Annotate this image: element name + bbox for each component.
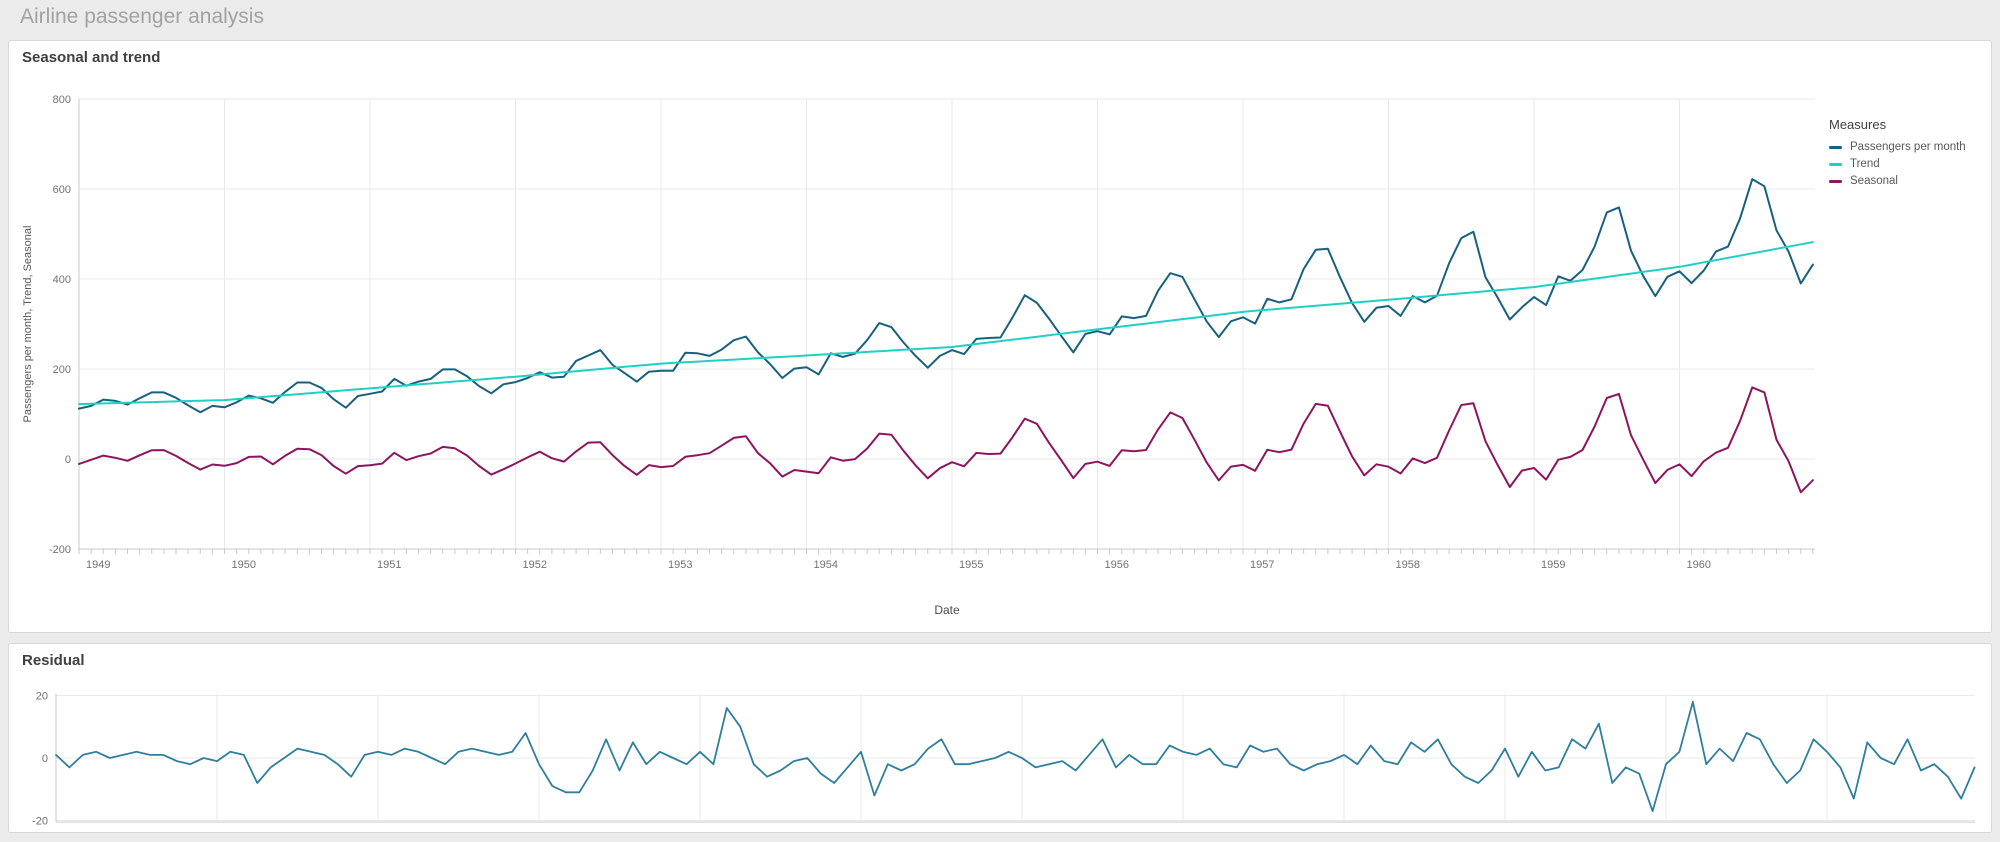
y-tick-label--200: -200: [49, 544, 71, 556]
seasonal-trend-card: 800 600 400 200 0 -200 1949 1950 1951 1952 1953 195…: [8, 40, 1992, 633]
residual-chart[interactable]: 20 0 -20: [9, 644, 1991, 832]
seasonal-trend-card-title: Seasonal and trend: [22, 49, 161, 66]
seasonal-trend-chart[interactable]: 800 600 400 200 0 -200 1949 1950 1951 1952 1953 195…: [9, 41, 1991, 632]
series-line-seasonal[interactable]: [78, 386, 1814, 494]
page-title: Airline passenger analysis: [20, 5, 264, 28]
legend-title: Measures: [1829, 117, 1887, 132]
y-tick-label-0: 0: [65, 454, 71, 466]
y-axis-title: Passengers per month, Trend, Seasonal: [22, 226, 34, 423]
y-tick-label-0: 0: [42, 753, 48, 765]
x-tick-label-1959: 1959: [1541, 559, 1565, 571]
legend-item-passengers-per-month[interactable]: Passengers per month: [1829, 141, 1993, 153]
x-tick-label-1960: 1960: [1687, 559, 1711, 571]
x-tick-label-1953: 1953: [668, 559, 692, 571]
x-tick-label-1956: 1956: [1105, 559, 1129, 571]
x-axis-title: Date: [934, 603, 960, 617]
x-tick-label-1957: 1957: [1250, 559, 1274, 571]
month-tick-marks: [78, 549, 1814, 554]
y-tick-label-400: 400: [53, 274, 71, 286]
y-tick-label-600: 600: [53, 184, 71, 196]
x-tick-label-1955: 1955: [959, 559, 983, 571]
y-tick-label-200: 200: [53, 364, 71, 376]
legend-item-trend[interactable]: Trend: [1829, 158, 1993, 170]
x-tick-label-1949: 1949: [86, 559, 110, 571]
y-tick-label--20: -20: [32, 815, 48, 827]
legend-swatch-passengers-per-month: [1829, 145, 1842, 149]
residual-card-title: Residual: [22, 652, 85, 669]
residual-card: 20 0 -20 Residual: [8, 643, 1992, 833]
legend-items: Passengers per month Trend Seasonal: [1829, 141, 1993, 187]
legend-swatch-trend: [1829, 162, 1842, 166]
y-tick-label-20: 20: [36, 691, 48, 703]
series-line-residual[interactable]: [55, 700, 1976, 813]
legend-label-seasonal: Seasonal: [1850, 175, 1898, 187]
legend-label-trend: Trend: [1850, 158, 1880, 170]
y-tick-label-800: 800: [53, 94, 71, 106]
legend-swatch-seasonal: [1829, 179, 1842, 183]
x-tick-label-1951: 1951: [377, 559, 401, 571]
x-tick-label-1952: 1952: [523, 559, 547, 571]
legend-label-passengers-per-month: Passengers per month: [1850, 141, 1966, 153]
measures-legend: Measures Passengers per month Trend Season…: [1829, 117, 1993, 192]
x-tick-label-1950: 1950: [232, 559, 256, 571]
series-line-trend[interactable]: [78, 241, 1814, 406]
x-tick-label-1954: 1954: [814, 559, 838, 571]
x-tick-label-1958: 1958: [1396, 559, 1420, 571]
series-line-passengers-per-month[interactable]: [78, 178, 1814, 414]
legend-item-seasonal[interactable]: Seasonal: [1829, 175, 1993, 187]
